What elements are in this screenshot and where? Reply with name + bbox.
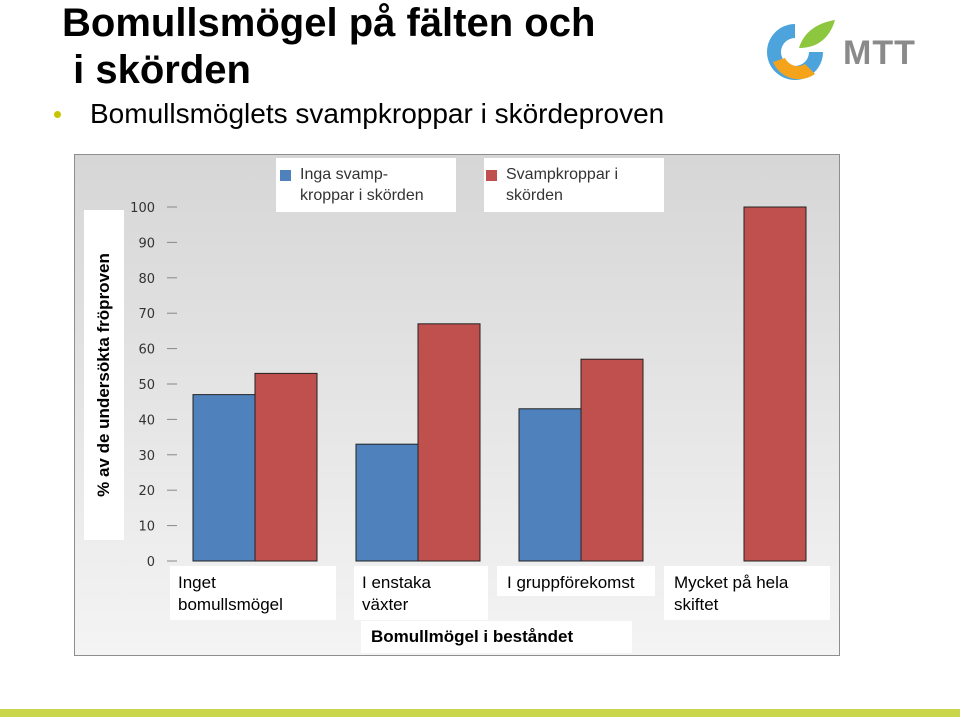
bar-blue-3 [518, 408, 582, 562]
bar-blue-2 [355, 443, 419, 562]
category-label-3-line-1: I gruppförekomst [507, 573, 635, 592]
y-axis-title-box: % av de undersökta fröproven [84, 210, 124, 540]
title-line-1: Bomullsmögel på fälten och [62, 1, 596, 45]
y-tick-label: 0 [147, 555, 155, 570]
y-tick-label: 10 [138, 520, 155, 535]
bar-red-3 [580, 358, 644, 562]
category-label-2-line-1: I enstaka [362, 573, 431, 592]
y-axis-title: % av de undersökta fröproven [94, 253, 113, 497]
y-tick-label: 20 [138, 484, 155, 499]
category-label-1: Inget bomullsmögel [170, 566, 336, 620]
y-tick-label: 90 [138, 236, 155, 251]
legend-label-red-1: Svampkroppar i [506, 166, 619, 183]
legend-item-blue: Inga svamp- kroppar i skörden [276, 158, 456, 212]
y-tick-label: 30 [138, 449, 155, 464]
y-tick-label: 80 [138, 272, 155, 287]
bar-chart: 0 10 20 30 40 50 60 70 80 90 100 [130, 201, 807, 570]
title-line-2: i skörden [62, 48, 251, 92]
mtt-logo-icon: MTT [767, 20, 916, 80]
category-label-2: I enstaka växter [354, 566, 488, 620]
legend-label-blue-1: Inga svamp- [300, 166, 389, 183]
y-tick-label: 50 [138, 378, 155, 393]
category-label-2-line-2: växter [362, 595, 409, 614]
legend-label-red-2: skörden [506, 187, 563, 204]
y-tick-label: 60 [138, 343, 155, 358]
category-label-4: Mycket på hela skiftet [664, 566, 830, 620]
bar-red-2 [417, 323, 481, 562]
slide-title: Bomullsmögel på fälten och i skörden [62, 0, 595, 94]
bullet-text: Bomullsmöglets svampkroppar i skördeprov… [90, 98, 665, 129]
category-label-4-line-2: skiftet [674, 595, 719, 614]
logo-text: MTT [843, 34, 916, 72]
legend-swatch-blue-icon [280, 170, 291, 181]
category-label-1-line-1: Inget [178, 573, 216, 592]
y-tick-label: 40 [138, 413, 155, 428]
bullet-dot-icon [54, 111, 61, 118]
bar-blue-1 [192, 394, 256, 562]
category-label-4-line-1: Mycket på hela [674, 573, 789, 592]
legend-item-red: Svampkroppar i skörden [484, 158, 664, 212]
y-tick-label: 100 [130, 201, 155, 216]
bottom-accent-bar [0, 709, 960, 717]
bar-red-1 [254, 372, 318, 562]
x-axis-title: Bomullmögel i beståndet [361, 621, 632, 653]
category-label-3: I gruppförekomst [497, 566, 655, 596]
legend-swatch-red-icon [486, 170, 497, 181]
legend-label-blue-2: kroppar i skörden [300, 187, 424, 204]
category-label-1-line-2: bomullsmögel [178, 595, 283, 614]
bar-red-4 [743, 206, 807, 562]
y-tick-label: 70 [138, 307, 155, 322]
